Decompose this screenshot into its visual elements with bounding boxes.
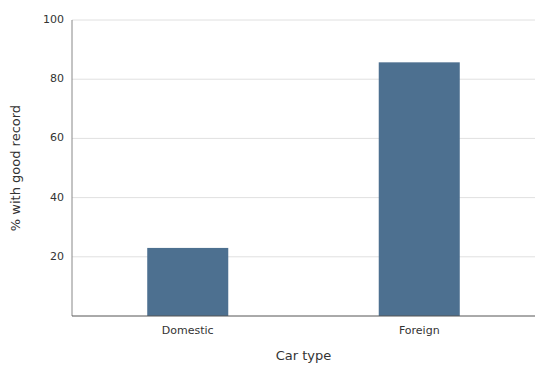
y-axis-label: % with good record (8, 105, 23, 231)
grid-line (72, 79, 535, 80)
y-ticks: 20 40 60 80 100 (43, 13, 64, 263)
x-tick-label: Foreign (399, 324, 440, 337)
y-tick-label: 40 (50, 191, 64, 204)
y-tick-label: 100 (43, 13, 64, 26)
y-tick-label: 80 (50, 72, 64, 85)
y-tick-label: 60 (50, 131, 64, 144)
grid-line (72, 197, 535, 198)
grid-line (72, 20, 535, 21)
x-ticks: Domestic Foreign (162, 324, 440, 337)
chart-svg: 20 40 60 80 100 Domestic Foreign Car type % with… (0, 0, 553, 374)
y-tick-label: 20 (50, 250, 64, 263)
x-tick-label: Domestic (162, 324, 214, 337)
x-axis-line (72, 316, 535, 317)
grid (72, 20, 535, 257)
bars (147, 62, 460, 316)
x-axis-label: Car type (276, 348, 332, 363)
grid-line (72, 256, 535, 257)
grid-line (72, 138, 535, 139)
chart-container: 20 40 60 80 100 Domestic Foreign Car type % with… (0, 0, 553, 374)
y-axis-line (72, 20, 73, 316)
bar (379, 62, 460, 316)
bar (147, 248, 228, 316)
